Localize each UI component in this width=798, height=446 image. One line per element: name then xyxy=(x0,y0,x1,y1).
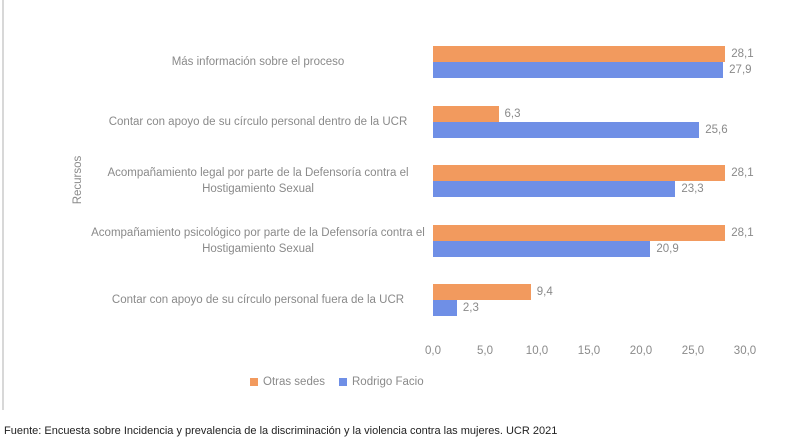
value-label: 25,6 xyxy=(705,123,728,136)
x-tick-label: 10,0 xyxy=(525,345,549,357)
y-axis-title: Recursos xyxy=(72,155,84,205)
x-tick-label: 20,0 xyxy=(629,345,653,357)
bar xyxy=(433,121,700,138)
x-tick-label: 5,0 xyxy=(477,345,493,357)
legend-item: Otras sedes xyxy=(250,376,325,388)
frame-edge xyxy=(2,0,4,410)
category-label: Acompañamiento legal por parte de la Def… xyxy=(107,167,409,195)
value-label: 9,4 xyxy=(536,286,553,298)
legend-item: Rodrigo Facio xyxy=(339,376,424,388)
value-label: 27,9 xyxy=(729,64,752,76)
x-tick-label: 25,0 xyxy=(681,345,705,357)
legend: Otras sedes Rodrigo Facio xyxy=(0,376,798,388)
bar xyxy=(433,181,676,197)
bar xyxy=(433,240,651,257)
source: Fuente: Encuesta sobre Incidencia y prev… xyxy=(4,425,558,437)
legend-swatch xyxy=(339,378,347,386)
category-label: Contar con apoyo de su círculo personal … xyxy=(111,294,405,306)
bar xyxy=(433,284,531,300)
bar xyxy=(433,62,724,78)
bar xyxy=(433,105,499,122)
bar xyxy=(433,46,726,62)
category-label: Contar con apoyo de su círculo personal … xyxy=(108,115,408,128)
value-label: 2,3 xyxy=(462,302,479,314)
legend-label: Rodrigo Facio xyxy=(352,376,424,388)
bar xyxy=(433,165,726,181)
value-label: 23,3 xyxy=(681,183,704,195)
value-label: 6,3 xyxy=(504,107,521,120)
value-label: 28,1 xyxy=(731,167,754,179)
bar xyxy=(433,224,726,241)
category-label: Acompañamiento psicológico por parte de … xyxy=(91,226,425,255)
x-tick-label: 0,0 xyxy=(425,345,441,357)
bar xyxy=(433,300,457,316)
value-label: 28,1 xyxy=(731,226,754,239)
value-label: 28,1 xyxy=(731,48,754,60)
x-tick-label: 30,0 xyxy=(733,345,757,357)
value-label: 20,9 xyxy=(656,242,679,255)
legend-label: Otras sedes xyxy=(263,376,325,388)
x-tick-label: 15,0 xyxy=(577,345,601,357)
category-label: Más información sobre el proceso xyxy=(171,56,345,68)
legend-swatch xyxy=(250,378,258,386)
